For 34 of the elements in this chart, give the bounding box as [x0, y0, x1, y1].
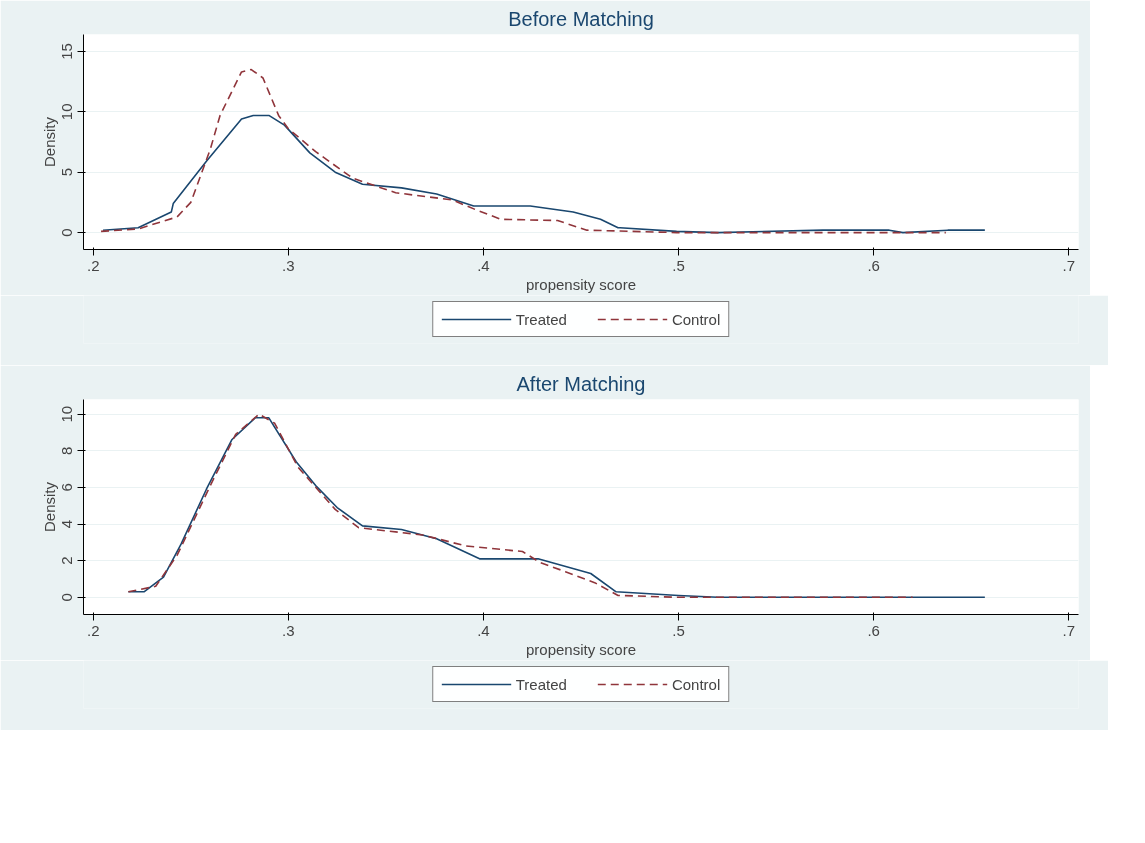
y-tick-label: 10 [58, 405, 76, 423]
y-tick-label: 6 [58, 483, 76, 492]
y-tick-label: 8 [58, 446, 76, 455]
x-axis-title: propensity score [525, 640, 637, 658]
chart-title: Before Matching [508, 7, 654, 30]
x-tick-label: .4 [477, 256, 490, 274]
legend-label: Treated [515, 310, 567, 328]
x-tick-label: .5 [672, 621, 685, 639]
y-tick-label: 15 [58, 43, 76, 60]
x-tick-label: .3 [282, 256, 295, 274]
y-axis-title: Density [40, 481, 58, 533]
y-tick-label: 0 [58, 593, 76, 602]
y-tick-label: 0 [58, 228, 76, 237]
x-tick-label: .6 [867, 256, 880, 274]
x-tick-label: .3 [282, 621, 295, 639]
x-tick-label: .2 [87, 256, 100, 274]
legend-label: Control [671, 675, 721, 693]
chart-title: After Matching [516, 372, 646, 395]
y-tick-label: 10 [58, 103, 76, 121]
x-tick-label: .4 [477, 621, 490, 639]
y-tick-label: 5 [58, 168, 76, 177]
x-tick-label: .7 [1062, 256, 1076, 274]
x-tick-label: .5 [672, 256, 685, 274]
legend-label: Control [671, 310, 721, 328]
y-tick-label: 4 [58, 519, 76, 529]
y-tick-label: 2 [58, 556, 76, 565]
line-series [102, 114, 986, 234]
x-tick-label: .7 [1062, 621, 1076, 639]
x-axis-title: propensity score [525, 275, 637, 293]
legend-label: Treated [515, 675, 567, 693]
x-tick-label: .2 [87, 621, 100, 639]
line-series [100, 68, 947, 234]
x-tick-label: .6 [867, 621, 880, 639]
y-axis-title: Density [40, 116, 58, 168]
